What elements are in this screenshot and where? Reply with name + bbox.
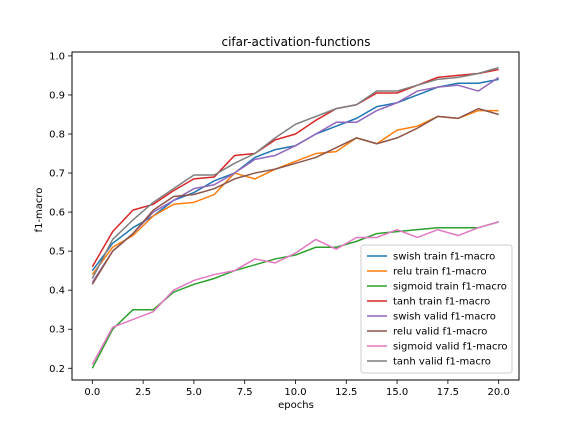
y-tick-label: 0.3 [49,325,65,336]
x-tick-label: 10.0 [284,387,306,398]
legend-entry: sigmoid train f1-macro [393,282,507,293]
series-line-1 [91,78,499,272]
legend-entry: tanh train f1-macro [393,297,490,308]
legend: swish train f1-macro relu train f1-macro s… [360,244,513,374]
y-tick-label: 0.2 [49,364,65,375]
series-line-6 [91,107,499,285]
y-axis-label: f1-macro [34,188,45,233]
y-tick-label: 0.7 [49,169,65,180]
y-axis: 0.2 0.3 0.4 0.5 0.6 0.7 0.8 0.9 1.0 [49,51,72,375]
legend-entry: swish valid f1-macro [393,312,496,323]
series-line-7 [91,221,499,365]
series-line-8 [91,66,499,279]
x-tick-label: 15.0 [386,387,408,398]
series-line-4 [91,68,499,268]
y-tick-label: 0.9 [49,90,65,101]
x-tick-label: 20.0 [488,387,510,398]
legend-box [360,244,513,374]
x-tick-label: 17.5 [437,387,459,398]
x-axis-label: epochs [278,400,314,411]
legend-entry: relu train f1-macro [393,267,487,278]
legend-entry: sigmoid valid f1-macro [393,342,508,353]
legend-entry: relu valid f1-macro [393,327,487,338]
legend-entry: tanh valid f1-macro [393,357,491,368]
y-tick-label: 0.5 [49,247,65,258]
chart-title: cifar-activation-functions [221,35,370,49]
x-tick-label: 5.0 [186,387,202,398]
series-line-5 [91,76,500,283]
x-tick-label: 7.5 [237,387,253,398]
y-tick-label: 0.4 [49,286,65,297]
series-layer [91,66,500,369]
x-tick-label: 12.5 [335,387,357,398]
x-axis: 0.0 2.5 5.0 7.5 10.0 12.5 15.0 17.5 20.0 [84,380,510,398]
y-tick-label: 1.0 [49,51,65,62]
y-tick-label: 0.8 [49,130,65,141]
legend-entry: swish train f1-macro [393,252,495,263]
x-tick-label: 0.0 [84,387,100,398]
y-tick-label: 0.6 [49,208,65,219]
x-tick-label: 2.5 [135,387,151,398]
